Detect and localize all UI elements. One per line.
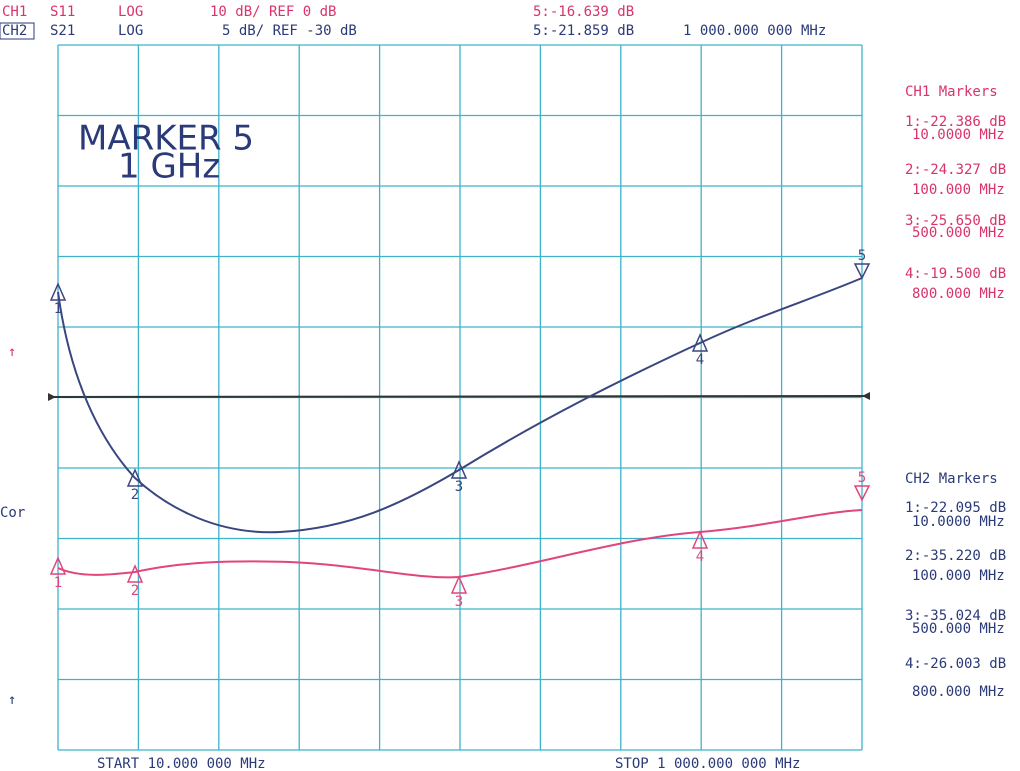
ch2-trace (57, 509, 863, 579)
side-label: ↑ (8, 692, 16, 708)
marker-value: 1:-22.095 dB (905, 500, 1006, 516)
marker-number: 2 (131, 487, 139, 503)
marker-number: 3 (455, 479, 463, 495)
marker-number: 3 (455, 594, 463, 610)
markers: 1 2 3 4 5 1 2 3 4 5 (49, 248, 871, 610)
ch2-marker: 5:-21.859 dB (533, 23, 634, 39)
marker-frequency: 10.0000 MHz (912, 127, 1005, 143)
marker-number: 1 (54, 301, 62, 317)
side-label: ↑ (8, 344, 16, 360)
ch2-markers-title: CH2 Markers (905, 471, 998, 487)
reference-line (47, 395, 871, 398)
marker-value: 4:-19.500 dB (905, 266, 1006, 282)
marker-triangle (450, 460, 468, 479)
annotation-line2: 1 GHz (118, 147, 220, 187)
ch2-box (0, 22, 35, 40)
ch2-label: CH2 (2, 23, 27, 39)
marker-frequency: 100.000 MHz (912, 568, 1005, 584)
start-frequency: START 10.000 000 MHz (97, 756, 266, 771)
ch2-scale: 5 dB/ REF -30 dB (222, 23, 357, 39)
ch1-trace (57, 277, 863, 534)
marker-value: 2:-35.220 dB (905, 548, 1006, 564)
ch1-markers-title: CH1 Markers (905, 84, 998, 100)
stop-frequency: STOP 1 000.000 000 MHz (615, 756, 800, 771)
marker-value: 3:-25.650 dB (905, 213, 1006, 229)
marker-triangle (691, 333, 709, 352)
ch1-label: CH1 (2, 4, 27, 20)
marker-triangle (450, 575, 468, 594)
marker-value: 2:-24.327 dB (905, 162, 1006, 178)
marker-frequency: 500.000 MHz (912, 225, 1005, 241)
ch1-param: S11 (50, 4, 75, 20)
marker-triangle (853, 263, 871, 280)
ch1-scale: 10 dB/ REF 0 dB (210, 4, 336, 20)
marker-value: 4:-26.003 dB (905, 656, 1006, 672)
marker-number: 4 (696, 352, 704, 368)
marker-frequency: 500.000 MHz (912, 621, 1005, 637)
marker-triangle (691, 530, 709, 549)
marker-triangle (853, 485, 871, 502)
ch2-param: S21 (50, 23, 75, 39)
marker-triangle (49, 282, 67, 301)
marker-frequency: 800.000 MHz (912, 286, 1005, 302)
reference-marker (862, 392, 870, 400)
reference-marker (48, 393, 56, 401)
marker-frequency: 10.0000 MHz (912, 514, 1005, 530)
header: CH1 S11 LOG 10 dB/ REF 0 dB 5:-16.639 dB… (0, 4, 826, 40)
ch1-format: LOG (118, 4, 143, 20)
marker-number: 5 (858, 470, 866, 486)
marker-value: 3:-35.024 dB (905, 608, 1006, 624)
marker-value: 1:-22.386 dB (905, 114, 1006, 130)
marker-number: 1 (54, 575, 62, 591)
marker-triangle (126, 564, 144, 583)
ch1-marker: 5:-16.639 dB (533, 4, 634, 20)
marker-frequency: 100.000 MHz (912, 182, 1005, 198)
side-label: Cor (0, 505, 25, 521)
annotation-line1: MARKER 5 (78, 119, 254, 159)
marker-triangle (49, 556, 67, 575)
ch2-format: LOG (118, 23, 143, 39)
marker-number: 4 (696, 549, 704, 565)
grid (57, 44, 863, 751)
ch2-frequency: 1 000.000 000 MHz (683, 23, 826, 39)
marker-frequency: 800.000 MHz (912, 684, 1005, 700)
marker-triangle (126, 468, 144, 487)
marker-number: 2 (131, 583, 139, 599)
marker-number: 5 (858, 248, 866, 264)
